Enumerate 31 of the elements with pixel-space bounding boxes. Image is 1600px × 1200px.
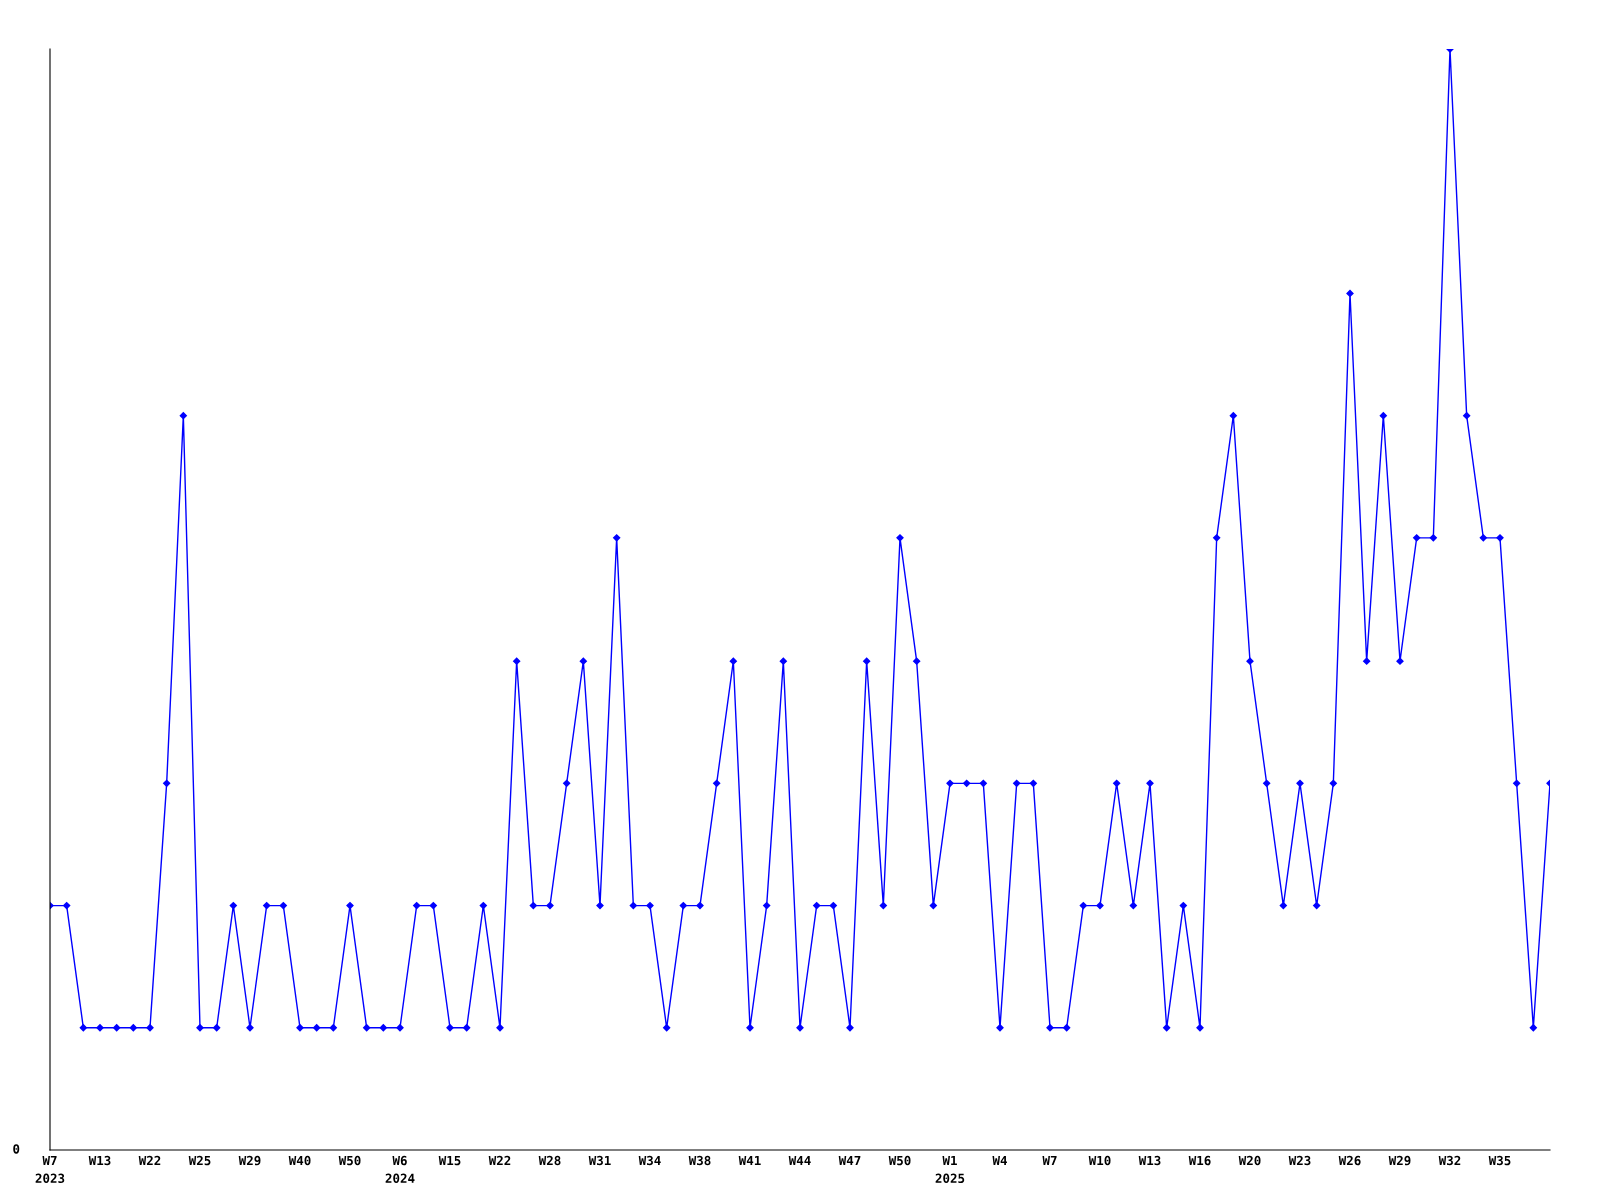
x-tick-label: W35 — [1488, 1155, 1511, 1166]
x-tick-label: W44 — [788, 1155, 811, 1166]
x-tick-label: W31 — [588, 1155, 611, 1166]
x-tick-label: W32 — [1438, 1155, 1461, 1166]
x-tick-label: W4 — [992, 1155, 1007, 1166]
x-tick-label: W10 — [1088, 1155, 1111, 1166]
x-tick-label: W41 — [738, 1155, 761, 1166]
x-tick-label: W26 — [1338, 1155, 1361, 1166]
x-tick-label: W6 2024 — [385, 1155, 415, 1184]
x-tick-label: W22 — [488, 1155, 511, 1166]
x-tick-label: W40 — [288, 1155, 311, 1166]
x-tick-label: W23 — [1288, 1155, 1311, 1166]
x-tick-label: W50 — [338, 1155, 361, 1166]
x-tick-label: W16 — [1188, 1155, 1211, 1166]
x-tick-label: W13 — [1138, 1155, 1161, 1166]
x-tick-label: W28 — [538, 1155, 561, 1166]
x-tick-label: W29 — [1388, 1155, 1411, 1166]
x-tick-label: W50 — [888, 1155, 911, 1166]
x-tick-label: W34 — [638, 1155, 661, 1166]
x-tick-label: W1 2025 — [935, 1155, 965, 1184]
x-tick-label: W47 — [838, 1155, 861, 1166]
x-tick-label: W7 2023 — [35, 1155, 65, 1184]
x-tick-label: W15 — [438, 1155, 461, 1166]
x-tick-label: W38 — [688, 1155, 711, 1166]
x-tick-label: W25 — [188, 1155, 211, 1166]
x-tick-label: W13 — [88, 1155, 111, 1166]
text: 0 — [13, 1144, 20, 1154]
x-tick-label: W29 — [238, 1155, 261, 1166]
x-tick-label: W7 — [1042, 1155, 1057, 1166]
x-tick-label: W22 — [138, 1155, 161, 1166]
x-tick-label: W20 — [1238, 1155, 1261, 1166]
